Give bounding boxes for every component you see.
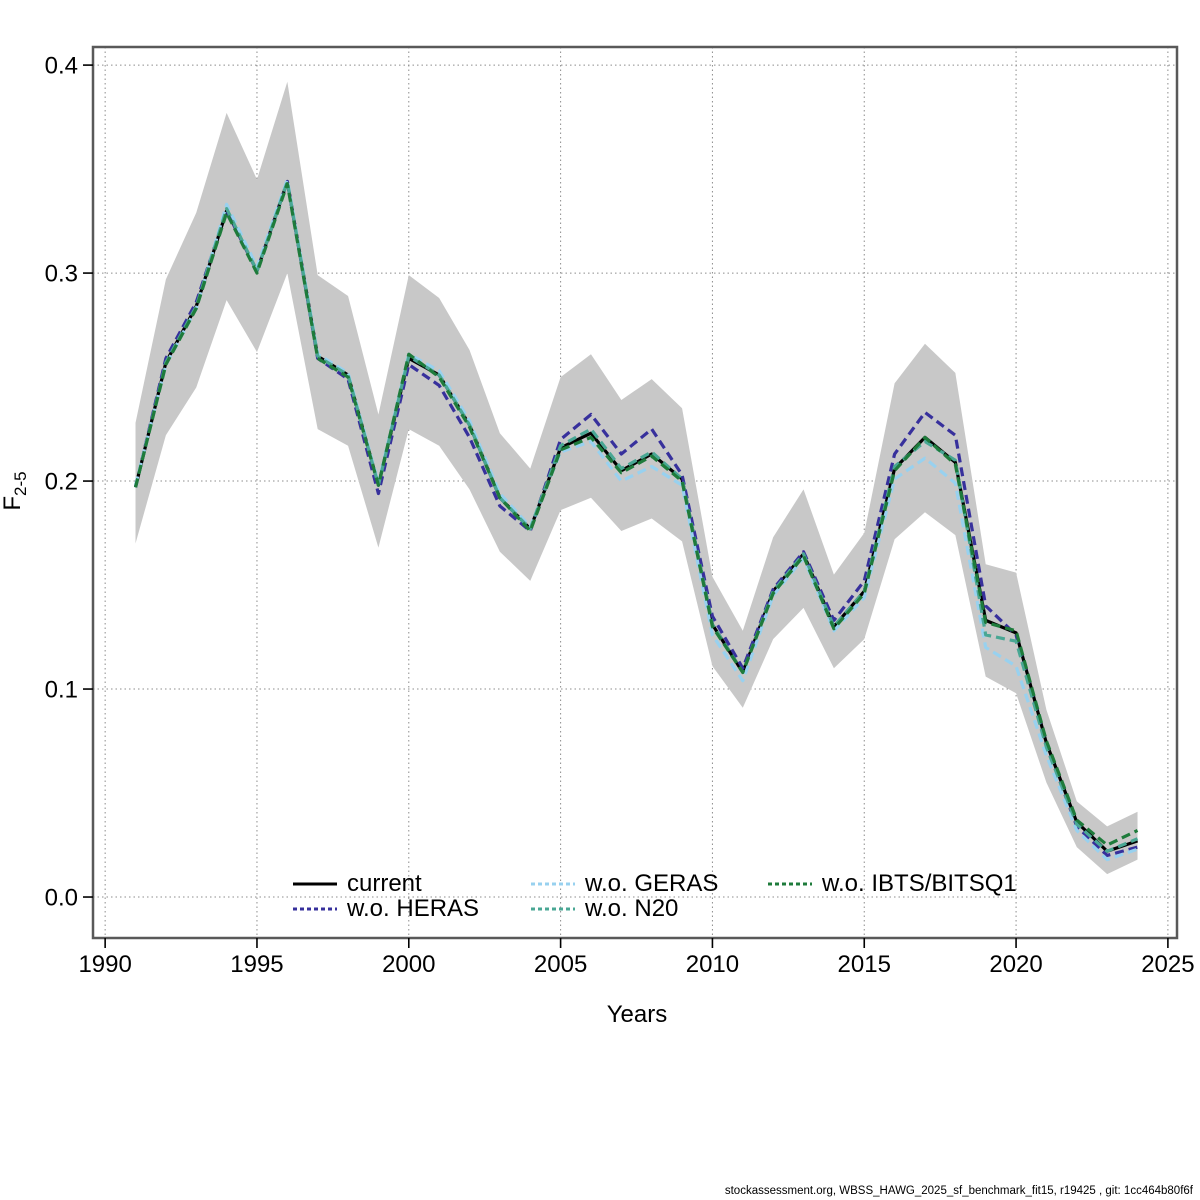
- legend-label: w.o. HERAS: [347, 895, 480, 922]
- footer-run-info: stockassessment.org, WBSS_HAWG_2025_sf_b…: [724, 1185, 1193, 1197]
- legend-line-sample: [768, 882, 812, 886]
- y-tick-label: 0.2: [45, 469, 78, 496]
- y-tick-label: 0.0: [45, 885, 78, 912]
- legend-line-sample: [531, 907, 575, 911]
- x-tick-label: 2025: [1141, 951, 1194, 978]
- y-tick-label: 0.1: [45, 677, 78, 704]
- legend-item-w-o-geras: w.o. GERAS: [531, 870, 719, 897]
- legend-item-w-o-n20: w.o. N20: [531, 895, 679, 922]
- x-tick-label: 2000: [382, 951, 435, 978]
- y-axis-title-base: F: [0, 495, 26, 511]
- y-axis-title: F2-5: [0, 431, 33, 551]
- legend-label: w.o. GERAS: [585, 870, 719, 897]
- legend-label: w.o. IBTS/BITSQ1: [822, 870, 1017, 897]
- legend-line-sample: [293, 907, 337, 911]
- y-axis-title-subscript: 2-5: [10, 471, 30, 496]
- fbar-retro-chart: 1990 1995 2000 2005 2010 2015 2020 2025 0.0 0.1 0.…: [45, 45, 1195, 978]
- x-tick-label: 1995: [230, 951, 283, 978]
- x-tick-label: 2005: [534, 951, 587, 978]
- y-tick-label: 0.4: [45, 53, 78, 80]
- legend-item-current: current: [293, 870, 422, 897]
- series-line-w-o-heras: [133, 179, 1138, 858]
- x-tick-label: 2015: [838, 951, 891, 978]
- legend-line-sample: [293, 882, 337, 886]
- legend-item-w-o-heras: w.o. HERAS: [293, 895, 480, 922]
- x-tick-label: 2020: [989, 951, 1042, 978]
- legend-item-w-o-ibts-bitsq1: w.o. IBTS/BITSQ1: [768, 870, 1017, 897]
- y-tick-label: 0.3: [45, 261, 78, 288]
- plot-frame: [91, 45, 1179, 940]
- x-axis-title: Years: [606, 1001, 668, 1028]
- x-tick-label: 1990: [78, 951, 131, 978]
- confidence-band: [135, 81, 1138, 875]
- legend-label: current: [347, 870, 422, 897]
- legend-label: w.o. N20: [585, 895, 679, 922]
- legend-line-sample: [531, 882, 575, 886]
- x-tick-label: 2010: [686, 951, 739, 978]
